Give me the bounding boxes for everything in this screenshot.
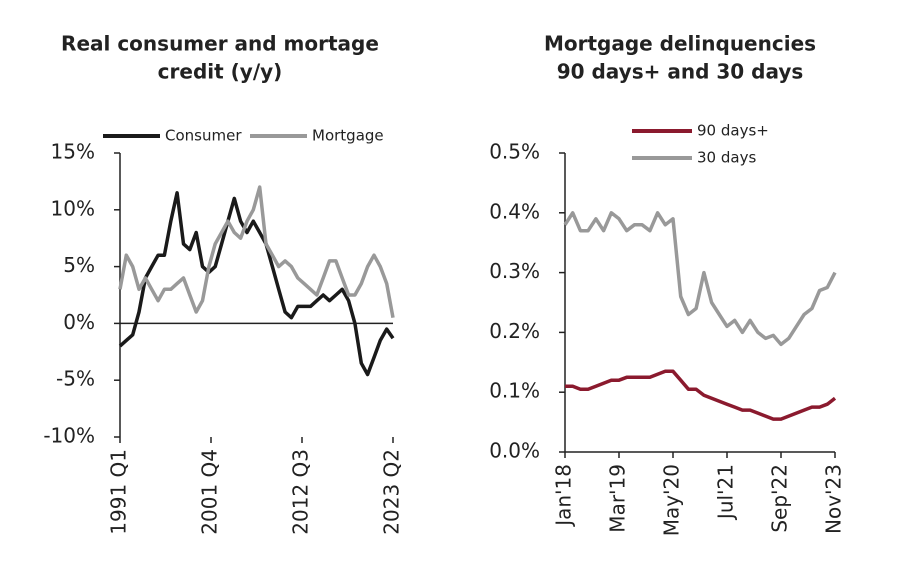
x-tick-label: Sep'22 xyxy=(768,464,792,533)
x-tick-label: Jan'18 xyxy=(552,464,576,528)
chart-title: credit (y/y) xyxy=(158,60,283,84)
y-tick-label: 0.3% xyxy=(489,259,540,283)
chart-title: Real consumer and mortage xyxy=(61,32,379,56)
y-tick-label: -5% xyxy=(56,367,95,391)
y-tick-label: 10% xyxy=(51,196,95,220)
y-tick-label: 0% xyxy=(63,310,95,334)
x-tick-label: 2001 Q4 xyxy=(198,449,222,535)
series-line xyxy=(118,191,395,377)
y-tick-label: 0.4% xyxy=(489,199,540,223)
x-tick-label: May'20 xyxy=(660,464,684,536)
x-tick-label: 2023 Q2 xyxy=(380,449,404,535)
x-tick-label: Nov'23 xyxy=(822,464,846,534)
legend-label: 90 days+ xyxy=(697,122,769,140)
legend-label: Consumer xyxy=(165,127,242,145)
chart-title: 90 days+ and 30 days xyxy=(557,60,804,84)
y-tick-label: 0.2% xyxy=(489,319,540,343)
x-tick-label: Mar'19 xyxy=(606,464,630,533)
chart-title: Mortgage delinquencies xyxy=(544,32,816,56)
x-tick-label: 2012 Q3 xyxy=(289,449,313,535)
legend-label: 30 days xyxy=(697,149,756,167)
y-tick-label: 0.0% xyxy=(489,439,540,463)
series-line xyxy=(565,369,837,421)
y-tick-label: 0.1% xyxy=(489,379,540,403)
y-tick-label: -10% xyxy=(43,424,95,448)
y-tick-label: 0.5% xyxy=(489,140,540,164)
y-tick-label: 15% xyxy=(51,140,95,164)
y-tick-label: 5% xyxy=(63,253,95,277)
series-line xyxy=(118,185,395,319)
x-tick-label: 1991 Q1 xyxy=(107,449,131,535)
legend-label: Mortgage xyxy=(312,127,384,145)
series-line xyxy=(563,211,837,347)
x-tick-label: Jul'21 xyxy=(714,464,738,521)
